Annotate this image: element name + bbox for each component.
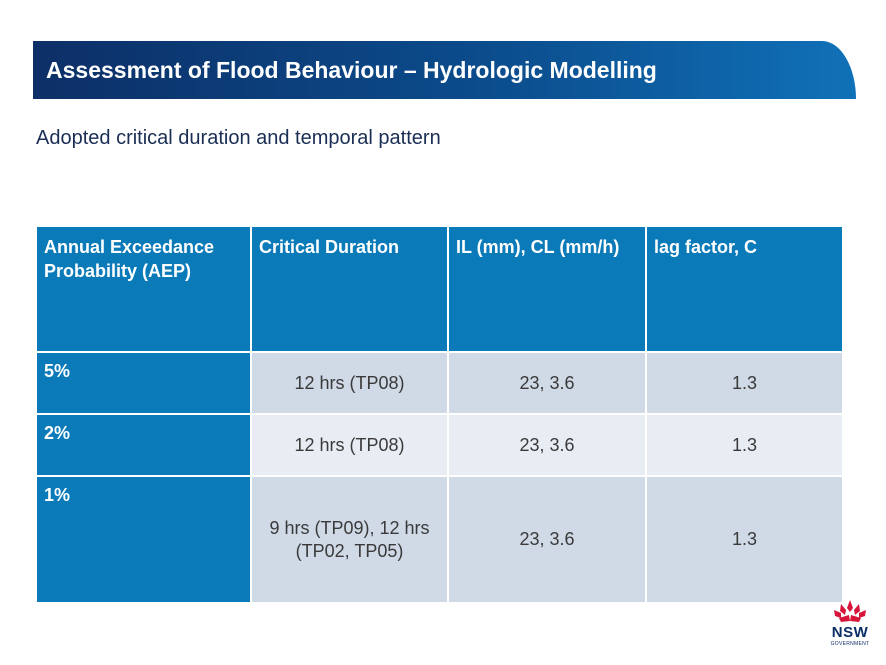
header-lag-factor: lag factor, C: [645, 225, 844, 353]
logo-text: NSW: [831, 624, 869, 641]
table-row: 5% 12 hrs (TP08) 23, 3.6 1.3: [35, 351, 844, 415]
cell-duration: 12 hrs (TP08): [250, 351, 449, 415]
cell-losses: 23, 3.6: [447, 351, 647, 415]
cell-losses: 23, 3.6: [447, 475, 647, 604]
logo-subtext: GOVERNMENT: [830, 641, 870, 647]
row-aep: 1%: [35, 475, 252, 604]
table-row: 2% 12 hrs (TP08) 23, 3.6 1.3: [35, 413, 844, 477]
header-critical-duration: Critical Duration: [250, 225, 449, 353]
cell-duration: 9 hrs (TP09), 12 hrs (TP02, TP05): [250, 475, 449, 604]
cell-lag: 1.3: [645, 475, 844, 604]
cell-duration: 12 hrs (TP08): [250, 413, 449, 477]
page-title: Assessment of Flood Behaviour – Hydrolog…: [46, 56, 657, 83]
table-row: 1% 9 hrs (TP09), 12 hrs (TP02, TP05) 23,…: [35, 475, 844, 604]
title-bar: Assessment of Flood Behaviour – Hydrolog…: [33, 41, 856, 99]
subtitle: Adopted critical duration and temporal p…: [36, 127, 441, 149]
waratah-logo-icon: [834, 600, 866, 622]
header-losses: IL (mm), CL (mm/h): [447, 225, 647, 353]
flood-table: Annual Exceedance Probability (AEP) Crit…: [35, 225, 844, 604]
table-header-row: Annual Exceedance Probability (AEP) Crit…: [35, 225, 844, 353]
cell-losses: 23, 3.6: [447, 413, 647, 477]
header-aep: Annual Exceedance Probability (AEP): [35, 225, 252, 353]
row-aep: 5%: [35, 351, 252, 415]
row-aep: 2%: [35, 413, 252, 477]
cell-lag: 1.3: [645, 351, 844, 415]
cell-lag: 1.3: [645, 413, 844, 477]
